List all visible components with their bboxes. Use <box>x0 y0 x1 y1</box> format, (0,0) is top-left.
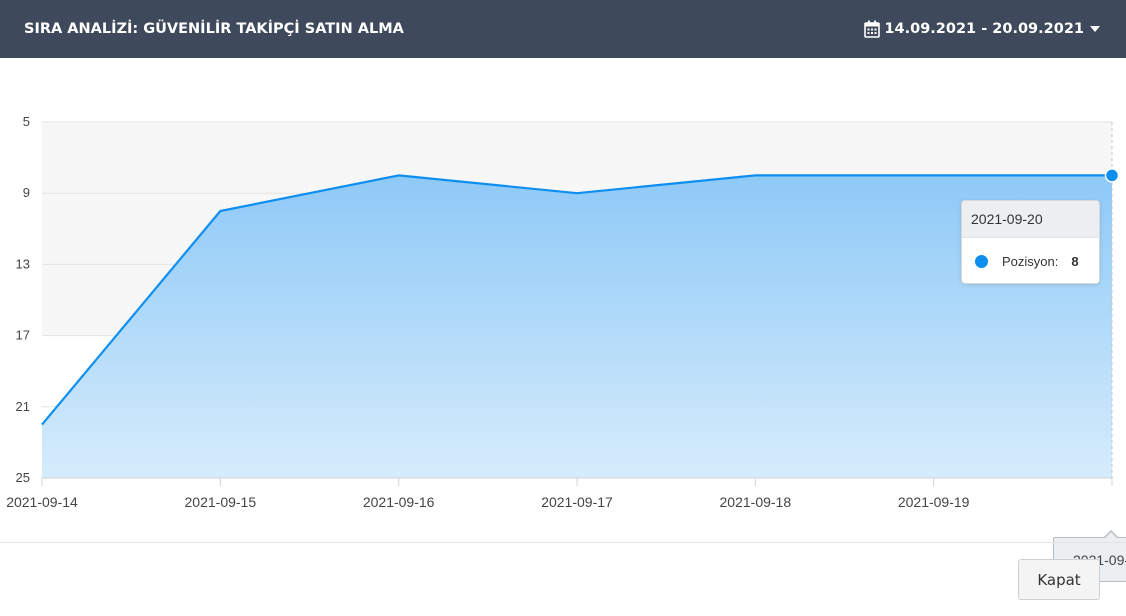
tooltip-label: Pozisyon: <box>1002 253 1059 269</box>
x-tick-label-5: 2021-09-19 <box>898 494 970 510</box>
crosshair-label-arrow-inner <box>1105 532 1117 538</box>
y-tick-label-0: 5 <box>23 114 30 129</box>
y-tick-label-5: 25 <box>16 470 30 485</box>
y-tick-label-1: 9 <box>23 185 30 200</box>
date-range-picker[interactable]: 14.09.2021 - 20.09.2021 <box>864 20 1100 38</box>
rank-chart: 5 9 13 17 21 25 2021-09-14 2021-09-15 2021-09-16… <box>0 58 1126 582</box>
caret-down-icon <box>1090 26 1100 32</box>
modal-title: SIRA ANALİZİ: GÜVENİLİR TAKİPÇİ SATIN AL… <box>24 21 404 37</box>
modal-header: SIRA ANALİZİ: GÜVENİLİR TAKİPÇİ SATIN AL… <box>0 0 1126 58</box>
x-tick-label-3: 2021-09-17 <box>541 494 613 510</box>
tooltip-value: 8 <box>1071 253 1079 269</box>
calendar-icon <box>864 20 881 38</box>
y-tick-label-2: 13 <box>16 256 30 271</box>
close-button[interactable]: Kapat <box>1018 559 1100 600</box>
y-tick-label-3: 17 <box>16 328 30 343</box>
date-range-label: 14.09.2021 - 20.09.2021 <box>884 21 1084 37</box>
y-tick-label-4: 21 <box>16 399 30 414</box>
series-line <box>41 174 1112 426</box>
rank-chart-svg: 5 9 13 17 21 25 2021-09-14 2021-09-15 2021-09-16… <box>6 114 1120 510</box>
chart-tooltip: 2021-09-20 Pozisyon: 8 <box>961 200 1100 284</box>
tooltip-date: 2021-09-20 <box>962 201 1099 238</box>
x-tick-label-0: 2021-09-14 <box>6 494 78 510</box>
x-tick-label-2: 2021-09-16 <box>363 494 435 510</box>
series-area <box>42 175 1112 478</box>
modal-footer: Kapat <box>0 542 1126 616</box>
series-marker-icon <box>975 254 988 268</box>
x-tick-label-4: 2021-09-18 <box>720 494 792 510</box>
data-point-active <box>1104 168 1120 183</box>
x-tick-label-1: 2021-09-15 <box>185 494 257 510</box>
